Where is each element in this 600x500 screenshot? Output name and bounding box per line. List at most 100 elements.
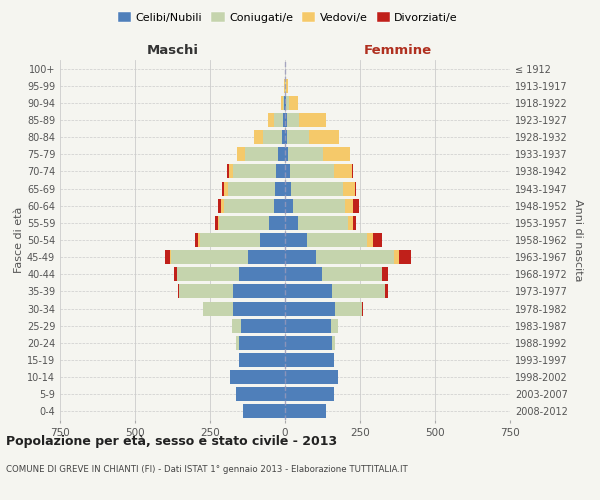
Bar [285,148,288,162]
Bar [290,164,334,178]
Bar [239,353,285,367]
Bar [322,268,382,281]
Bar [196,233,198,247]
Bar [285,388,334,402]
Bar [323,148,349,162]
Bar [307,233,367,247]
Bar [239,268,285,281]
Bar [285,336,332,350]
Legend: Celibi/Nubili, Coniugati/e, Vedovi/e, Divorziati/e: Celibi/Nubili, Coniugati/e, Vedovi/e, Di… [113,8,463,28]
Bar [385,284,388,298]
Bar [276,164,285,178]
Text: Popolazione per età, sesso e stato civile - 2013: Popolazione per età, sesso e stato civil… [6,435,337,448]
Bar [289,96,298,110]
Bar [288,148,323,162]
Bar [285,198,293,212]
Bar [287,113,299,127]
Bar [283,113,285,127]
Bar [285,233,307,247]
Bar [233,284,285,298]
Text: Femmine: Femmine [364,44,431,58]
Bar [224,198,274,212]
Bar [352,164,353,178]
Bar [335,302,361,316]
Bar [285,268,322,281]
Bar [171,250,248,264]
Bar [353,216,355,230]
Bar [174,268,177,281]
Bar [245,148,278,162]
Bar [254,130,263,144]
Bar [334,164,352,178]
Bar [232,318,241,332]
Bar [203,302,233,316]
Bar [373,233,382,247]
Bar [224,182,228,196]
Bar [293,198,346,212]
Bar [332,284,385,298]
Bar [353,198,359,212]
Bar [177,268,239,281]
Bar [285,216,298,230]
Bar [298,216,348,230]
Bar [170,250,171,264]
Bar [268,113,274,127]
Bar [165,250,170,264]
Bar [309,130,339,144]
Bar [228,182,275,196]
Bar [235,388,285,402]
Bar [284,96,285,110]
Bar [233,302,285,316]
Bar [285,250,316,264]
Bar [367,233,373,247]
Bar [274,198,285,212]
Bar [331,318,338,332]
Bar [285,302,335,316]
Y-axis label: Anni di nascita: Anni di nascita [573,198,583,281]
Bar [382,268,388,281]
Bar [286,78,288,92]
Bar [285,284,332,298]
Y-axis label: Fasce di età: Fasce di età [14,207,24,273]
Bar [285,130,287,144]
Bar [282,130,285,144]
Bar [281,96,283,110]
Bar [299,113,325,127]
Bar [283,96,284,110]
Bar [287,130,309,144]
Bar [316,250,394,264]
Bar [274,113,283,127]
Bar [278,148,285,162]
Bar [198,233,200,247]
Bar [285,404,326,418]
Bar [222,182,224,196]
Bar [200,233,260,247]
Bar [263,130,282,144]
Bar [221,198,224,212]
Bar [285,370,338,384]
Bar [215,216,218,230]
Bar [275,182,285,196]
Bar [286,96,289,110]
Bar [285,164,290,178]
Bar [343,182,355,196]
Bar [227,164,229,178]
Bar [361,302,363,316]
Text: Maschi: Maschi [146,44,199,58]
Bar [394,250,398,264]
Bar [238,148,245,162]
Bar [243,404,285,418]
Bar [229,370,285,384]
Bar [398,250,410,264]
Bar [285,182,291,196]
Bar [178,284,179,298]
Bar [248,250,285,264]
Bar [239,336,285,350]
Bar [346,198,353,212]
Bar [291,182,343,196]
Bar [285,96,286,110]
Bar [260,233,285,247]
Bar [285,353,334,367]
Bar [229,164,233,178]
Bar [285,318,331,332]
